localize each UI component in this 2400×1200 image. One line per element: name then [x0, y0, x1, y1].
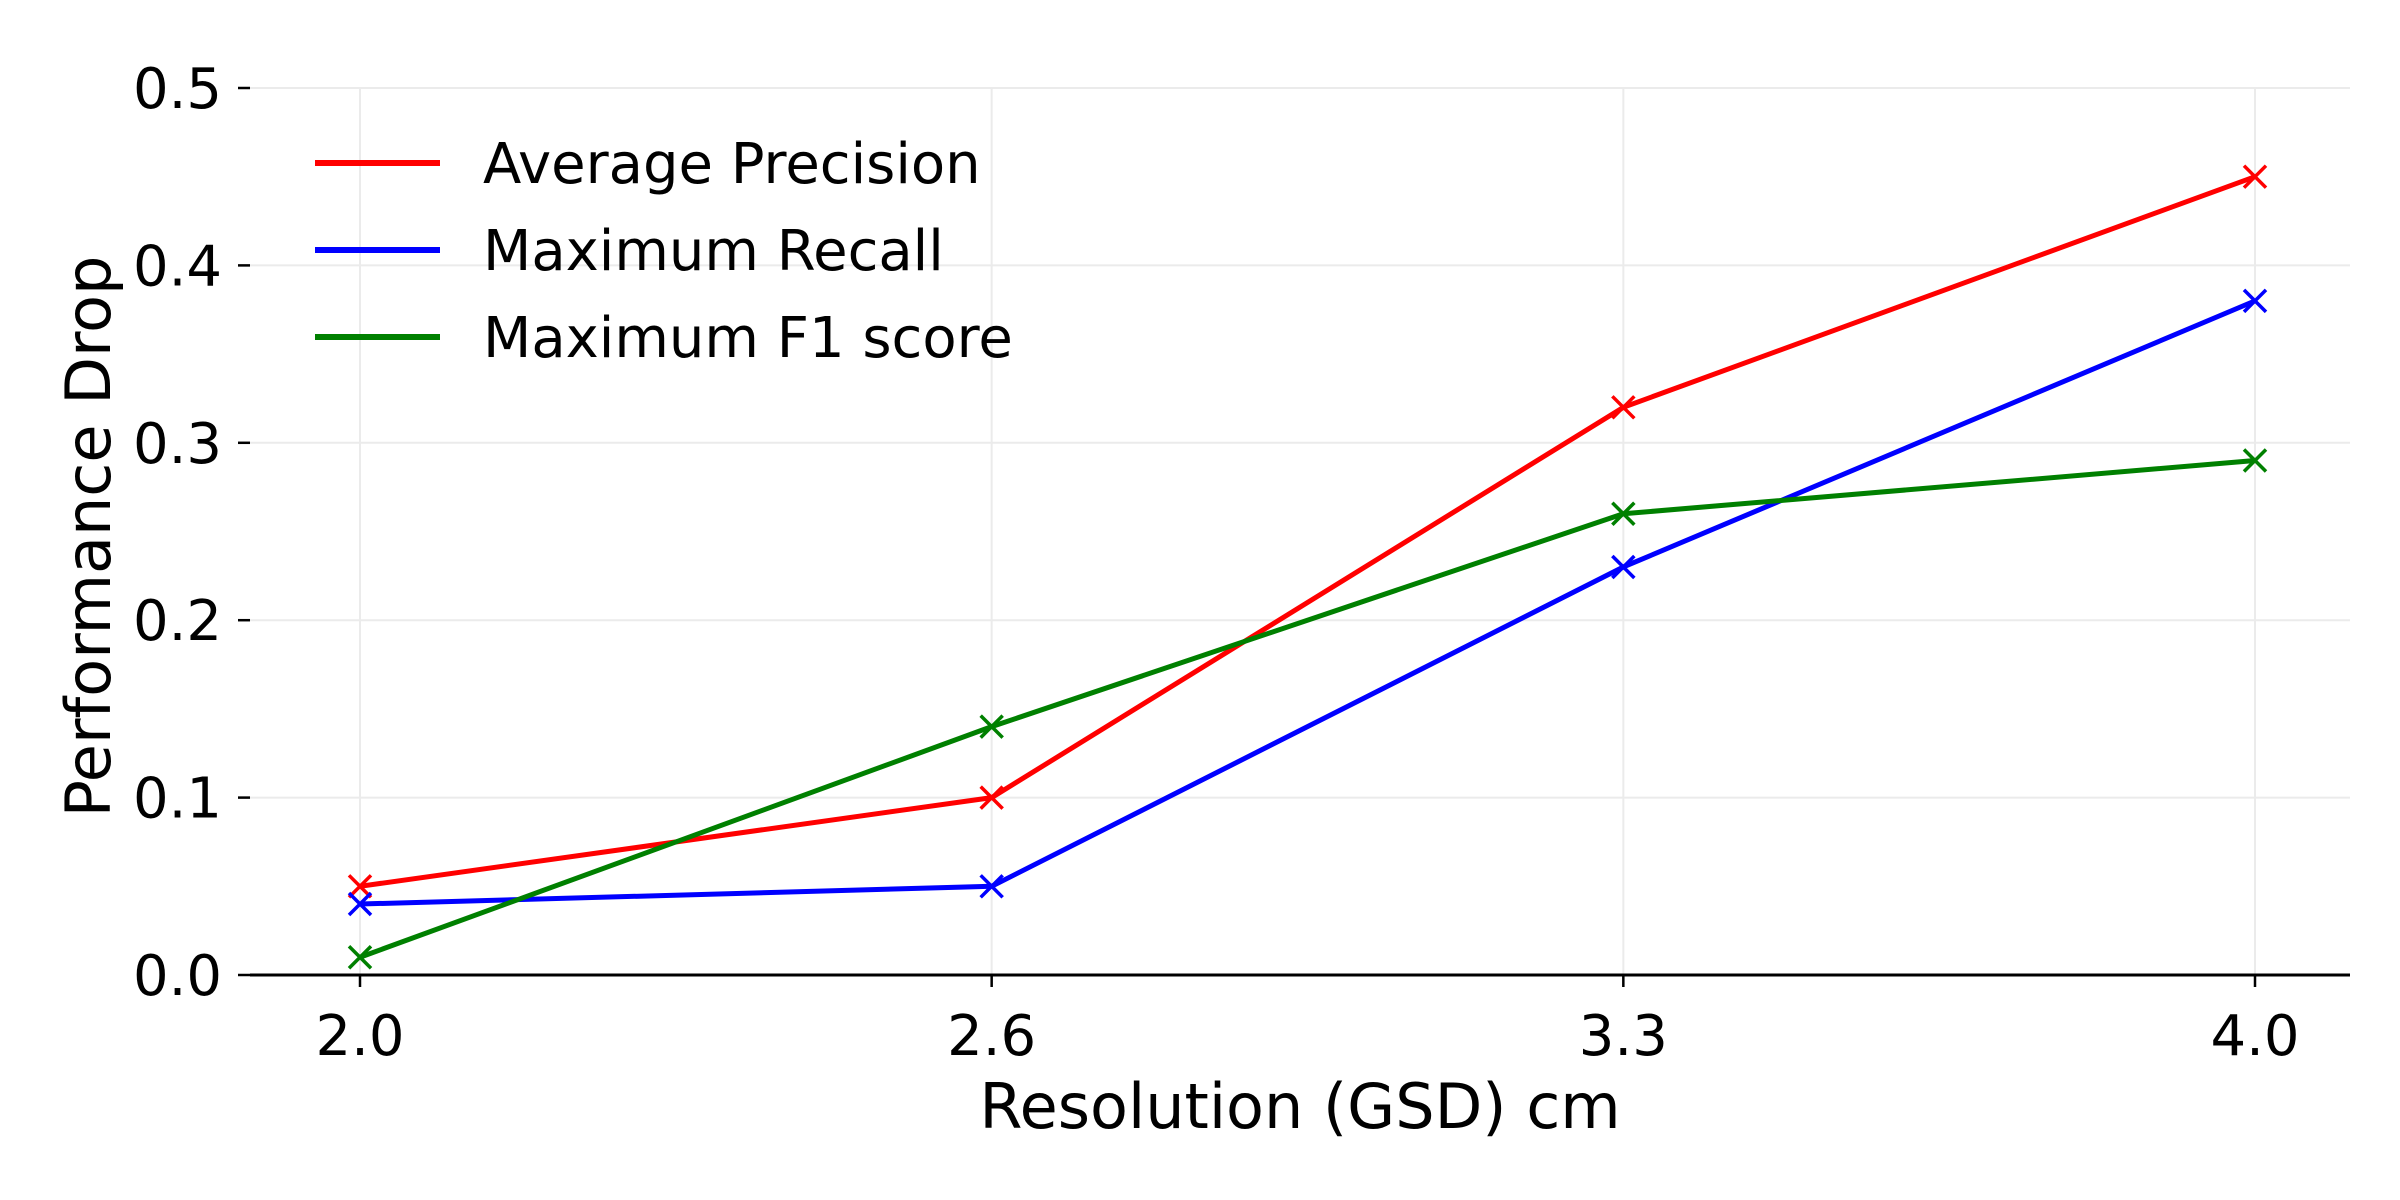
data-point-marker — [347, 945, 373, 970]
data-point-marker — [1611, 395, 1636, 420]
data-point-marker — [979, 785, 1004, 810]
legend-item: Maximum F1 score — [315, 306, 1013, 371]
y-tick-label: 0.5 — [133, 57, 222, 122]
data-point-marker — [2242, 448, 2268, 473]
data-point-marker — [1611, 554, 1636, 580]
legend-item: Maximum Recall — [315, 219, 944, 284]
y-tick-label: 0.4 — [133, 234, 222, 299]
series-3 — [347, 448, 2268, 970]
x-tick-label: 3.3 — [1579, 1004, 1668, 1069]
x-tick-label: 2.0 — [315, 1004, 404, 1069]
x-tick-label: 4.0 — [2210, 1004, 2299, 1069]
data-point-marker — [979, 874, 1004, 899]
y-axis-title: Performance Drop — [52, 256, 125, 818]
legend-label: Maximum F1 score — [483, 306, 1013, 371]
data-point-marker — [979, 714, 1004, 739]
legend-item: Average Precision — [315, 132, 981, 197]
data-point-marker — [347, 891, 373, 917]
y-tick-label: 0.1 — [133, 767, 222, 832]
y-tick-label: 0.0 — [133, 944, 222, 1009]
legend-label: Maximum Recall — [483, 219, 944, 284]
series-2 — [347, 288, 2268, 917]
data-point-marker — [2242, 164, 2268, 189]
series-line — [359, 458, 2256, 960]
data-point-marker — [1611, 501, 1636, 526]
x-axis-title: Resolution (GSD) cm — [979, 1070, 1620, 1143]
legend: Average Precision Maximum Recall Maximum F… — [315, 132, 1013, 371]
ticks: 0.0 0.1 0.2 0.3 0.4 0.5 2.0 2.6 3.3 4.0 — [133, 57, 2300, 1069]
series-line — [359, 298, 2256, 907]
legend-label: Average Precision — [483, 132, 981, 197]
data-point-marker — [2242, 288, 2268, 314]
y-tick-label: 0.2 — [133, 589, 222, 654]
series-lines — [347, 164, 2268, 970]
x-tick-label: 2.6 — [947, 1004, 1036, 1069]
data-point-marker — [347, 874, 373, 899]
y-tick-label: 0.3 — [133, 412, 222, 477]
